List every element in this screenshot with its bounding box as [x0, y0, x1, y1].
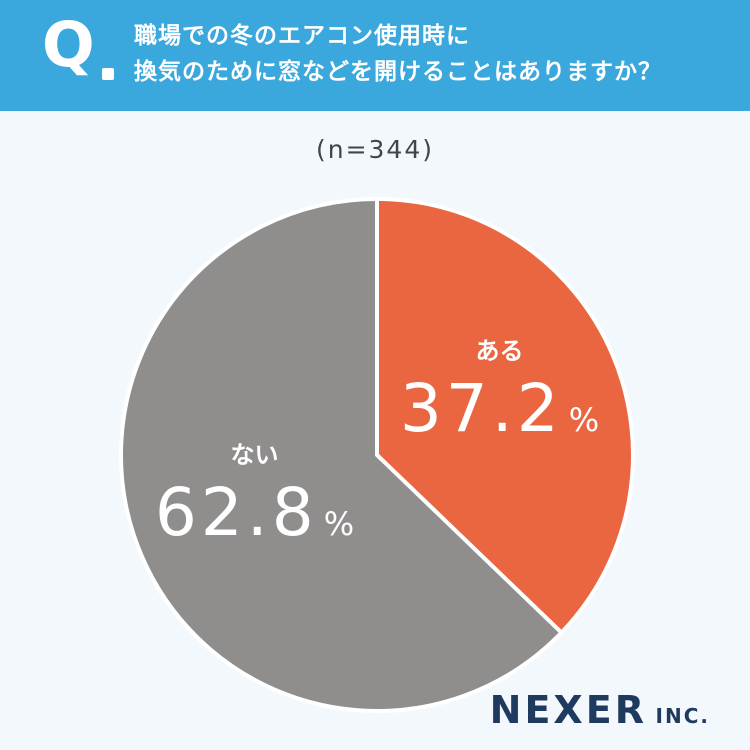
pie-label-0: ある — [476, 337, 524, 365]
q-mark: Q — [42, 8, 95, 81]
pie-label-1: ない — [230, 441, 278, 469]
brand-name: NEXER — [489, 688, 647, 732]
sample-size: (n=344) — [315, 135, 435, 164]
question-line-1: 職場での冬のエアコン使用時に — [134, 23, 470, 49]
q-dot — [102, 68, 114, 80]
brand-suffix: INC. — [655, 704, 710, 728]
question-text: 職場での冬のエアコン使用時に 換気のために窓などを開けることはありますか？ — [134, 18, 734, 90]
question-header: Q 職場での冬のエアコン使用時に 換気のために窓などを開けることはありますか？ — [0, 0, 750, 111]
pie-slice-1 — [119, 197, 564, 713]
brand-logo: NEXER INC. — [490, 688, 710, 732]
question-line-2: 換気のために窓などを開けることはありますか？ — [134, 59, 662, 85]
pie-slice-0 — [375, 197, 635, 635]
pie-value-0: 37.2% — [400, 370, 599, 447]
pie-value-1: 62.8% — [155, 474, 354, 551]
